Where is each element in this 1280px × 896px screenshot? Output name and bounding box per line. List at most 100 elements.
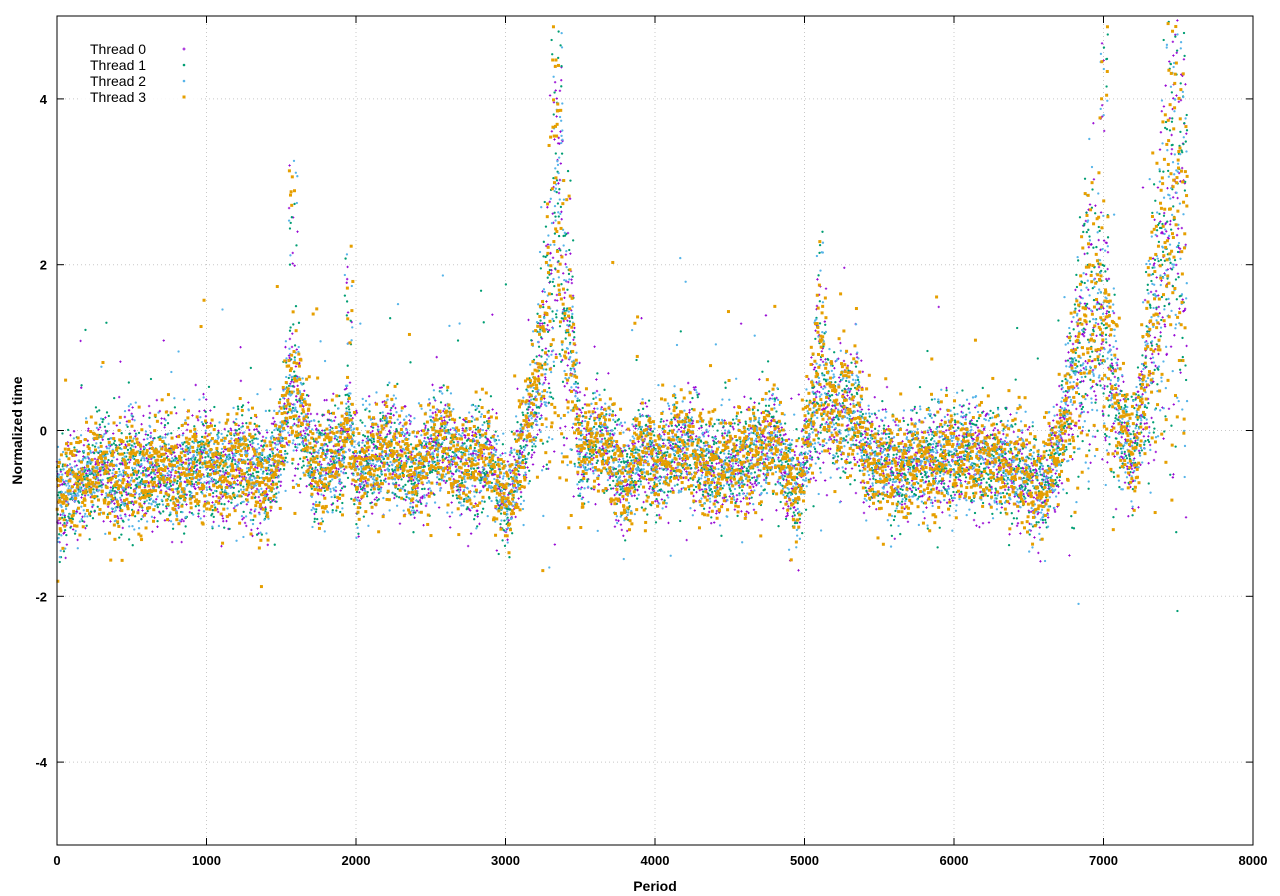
data-point [113, 396, 116, 400]
data-point [156, 503, 159, 506]
data-point [268, 409, 271, 412]
data-point [194, 465, 197, 468]
data-point [211, 509, 215, 512]
data-point [91, 444, 94, 447]
data-point [148, 473, 151, 477]
data-point [198, 462, 201, 465]
data-point [151, 466, 155, 469]
data-point [337, 423, 340, 426]
data-point [363, 435, 367, 438]
data-point [224, 469, 228, 472]
data-point [200, 446, 203, 449]
data-point [264, 508, 267, 511]
data-point [337, 457, 341, 460]
data-point [223, 503, 226, 506]
data-point [59, 470, 63, 473]
data-point [142, 445, 145, 448]
data-point [107, 414, 110, 418]
data-point [65, 534, 68, 537]
data-point [144, 469, 148, 472]
data-point [122, 475, 125, 478]
data-point [236, 405, 240, 408]
data-point [370, 439, 373, 442]
data-point [389, 431, 392, 434]
data-point [107, 438, 110, 441]
data-point [113, 490, 116, 493]
data-point [100, 463, 104, 466]
data-point [138, 476, 141, 479]
data-point [379, 479, 383, 482]
data-point [177, 426, 180, 430]
data-point [109, 486, 113, 489]
data-point [99, 441, 102, 445]
data-point [216, 480, 220, 484]
data-point [282, 468, 286, 471]
data-point [167, 414, 170, 417]
data-point [140, 518, 143, 521]
data-point [251, 439, 254, 442]
data-point [277, 480, 281, 483]
data-point [283, 407, 286, 410]
data-point [133, 429, 136, 433]
data-point [149, 377, 153, 381]
data-point [316, 517, 319, 521]
data-point [294, 305, 298, 308]
data-point [260, 533, 264, 536]
data-point [158, 503, 161, 506]
data-point [102, 520, 105, 523]
data-point [122, 520, 125, 523]
data-point [384, 454, 387, 458]
data-point [139, 459, 143, 462]
data-point [228, 527, 231, 531]
data-point [389, 412, 393, 415]
data-point [119, 360, 122, 363]
data-point [126, 440, 129, 443]
data-point [289, 326, 292, 329]
data-point [103, 425, 107, 428]
data-point [109, 520, 112, 523]
data-point [400, 478, 403, 481]
data-point [64, 556, 67, 560]
data-point [366, 490, 369, 494]
data-point [117, 517, 120, 520]
data-point [248, 440, 252, 443]
data-point [83, 520, 86, 524]
data-point [362, 515, 365, 518]
data-point [196, 448, 199, 452]
data-point [377, 498, 380, 501]
data-point [389, 317, 392, 320]
data-point [67, 515, 70, 518]
data-point [331, 508, 334, 512]
data-point [123, 513, 127, 516]
data-point [86, 429, 90, 432]
data-point [275, 500, 278, 503]
data-point [131, 406, 134, 409]
data-point [291, 462, 294, 465]
data-point [352, 434, 355, 437]
data-point [333, 404, 337, 407]
data-point [386, 383, 389, 387]
data-point [147, 481, 150, 485]
data-point [388, 464, 391, 467]
data-point [94, 406, 98, 409]
data-point [81, 515, 84, 519]
data-point [314, 510, 318, 513]
data-point [129, 486, 133, 490]
data-point [148, 411, 152, 415]
data-point [350, 497, 353, 501]
data-point [143, 500, 146, 504]
data-point [100, 493, 104, 496]
data-point [87, 427, 90, 430]
data-point [292, 418, 296, 421]
data-point [213, 405, 216, 409]
data-point [404, 483, 407, 487]
data-point [165, 483, 168, 486]
data-point [403, 489, 407, 492]
data-point [239, 484, 242, 487]
data-point [62, 550, 66, 553]
data-point [251, 472, 255, 475]
data-point [371, 426, 375, 429]
data-point [301, 437, 304, 440]
data-point [91, 517, 95, 520]
data-point [199, 466, 202, 469]
